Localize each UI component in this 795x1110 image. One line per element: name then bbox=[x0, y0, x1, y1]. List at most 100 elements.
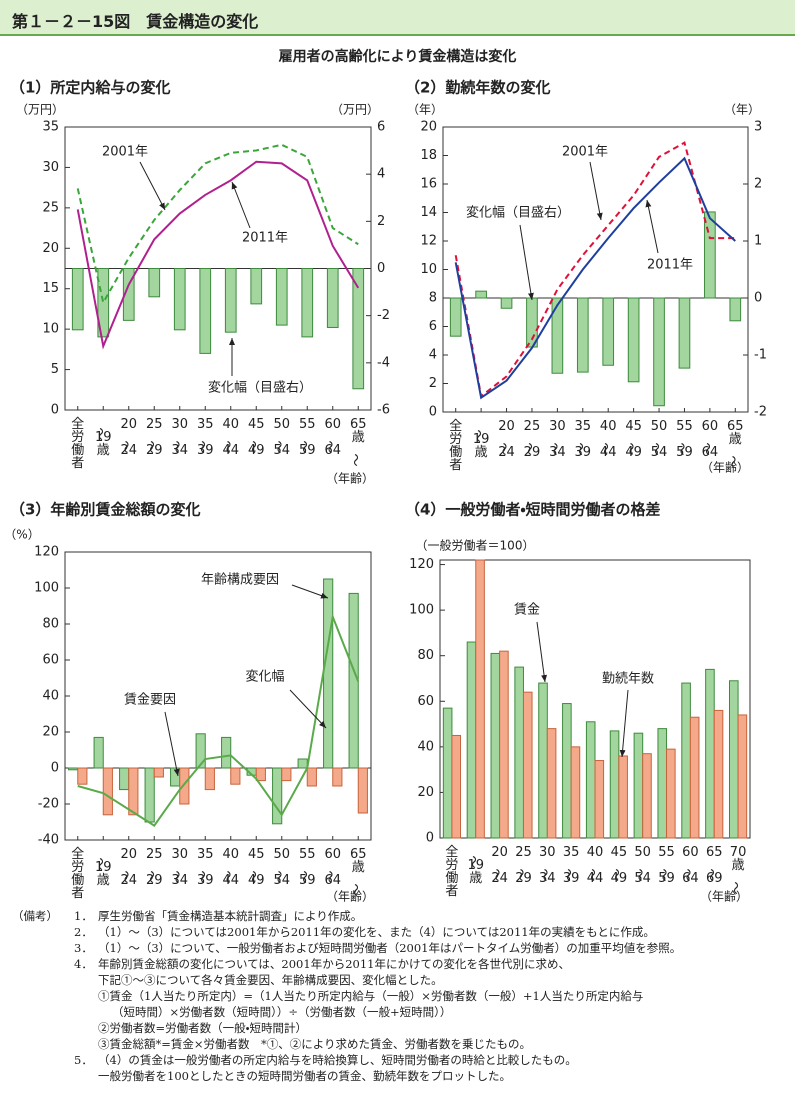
y2-tick-label: 0 bbox=[754, 291, 762, 306]
bar bbox=[576, 297, 589, 373]
annotation-arrow bbox=[164, 711, 180, 777]
x-tick-label: 30 〜34 bbox=[169, 847, 188, 888]
x-tick-label: 40 〜44 bbox=[220, 417, 239, 458]
bar bbox=[475, 290, 487, 299]
y-tick-label: 40 bbox=[417, 739, 434, 754]
y2-tick-label: 6 bbox=[377, 120, 385, 135]
bar bbox=[221, 736, 232, 769]
note-line: ①賃金（1人当たり所定内）=（1人当たり所定内給与（一般）×労働者数（一般）+1… bbox=[98, 989, 644, 1003]
note-line: （4）の賃金は一般労働者の所定内給与を時給換算し、短時間労働者の時給と比較したも… bbox=[98, 1053, 577, 1067]
y2-axis-label: （万円） bbox=[331, 103, 379, 117]
note-number: 3． bbox=[74, 941, 93, 955]
x-tick-label: 55 〜59 bbox=[656, 845, 675, 886]
bar bbox=[281, 767, 292, 782]
bar bbox=[594, 760, 605, 839]
x-tick-label: 25 〜29 bbox=[144, 847, 163, 888]
line bbox=[76, 160, 360, 350]
bar bbox=[179, 767, 190, 805]
x-tick-label: 〜19 歳 bbox=[465, 856, 484, 886]
x-tick-label: 65 歳〜 bbox=[348, 417, 367, 467]
x-tick-label: 30 〜34 bbox=[547, 419, 566, 460]
x-tick-label: 全労働者 bbox=[445, 845, 458, 899]
note-body: （1）〜（3）については2001年から2011年の変化を、また（4）については2… bbox=[98, 924, 655, 940]
x-tick-label: 55 〜59 bbox=[297, 847, 316, 888]
y2-tick-label: 4 bbox=[377, 167, 385, 182]
figure-subtitle: 雇用者の高齢化により賃金構造は変化 bbox=[278, 49, 517, 65]
line bbox=[77, 613, 360, 827]
bar bbox=[68, 767, 79, 771]
y-tick-label: 20 bbox=[420, 120, 437, 135]
bar bbox=[642, 753, 652, 839]
annotation-arrow bbox=[519, 224, 534, 301]
y-tick-label: 6 bbox=[429, 319, 437, 334]
x-tick-label: 45 〜49 bbox=[623, 419, 642, 460]
note-line: 年齢別賃金総額の変化については、2001年から2011年にかけての変化を各世代別… bbox=[98, 957, 570, 971]
x-tick-label: 60 〜64 bbox=[322, 417, 341, 458]
bar bbox=[332, 767, 343, 787]
bar bbox=[153, 767, 164, 778]
y-tick-label: 120 bbox=[409, 557, 434, 572]
bar bbox=[144, 767, 155, 823]
bar bbox=[653, 297, 665, 407]
x-tick-label: 60 〜64 bbox=[699, 419, 718, 460]
bar bbox=[499, 650, 509, 839]
y-tick-label: 20 bbox=[417, 785, 434, 800]
bar bbox=[119, 767, 130, 791]
note-line: ③賃金総額*=賃金×労働者数 *①、②により求めた賃金、労働者数を乗じたもの。 bbox=[98, 1037, 532, 1051]
bar bbox=[323, 578, 334, 769]
note-number: 4． bbox=[74, 957, 93, 971]
note-line: ②労働者数=労働者数（一般・短時間計） bbox=[98, 1021, 308, 1035]
y-tick-label: 10 bbox=[42, 322, 59, 337]
x-tick-label: 全労働者 bbox=[71, 417, 84, 471]
y-tick-label: 0 bbox=[51, 761, 59, 776]
bar bbox=[490, 652, 501, 839]
x-tick-label: 60 〜64 bbox=[680, 845, 699, 886]
y2-tick-label: -6 bbox=[377, 403, 390, 418]
x-tick-label: 30 〜34 bbox=[537, 845, 556, 886]
y-tick-label: 14 bbox=[420, 205, 437, 220]
x-tick-label: 20 〜24 bbox=[496, 419, 515, 460]
note-spacer bbox=[12, 924, 74, 940]
y2-tick-label: -2 bbox=[754, 405, 767, 420]
x-tick-label: 35 〜39 bbox=[195, 417, 214, 458]
y-tick-label: 18 bbox=[420, 148, 437, 163]
y-tick-label: 40 bbox=[42, 689, 59, 704]
x-tick-label: 20 〜24 bbox=[489, 845, 508, 886]
bar bbox=[297, 758, 308, 769]
bar bbox=[633, 732, 644, 839]
bar bbox=[678, 297, 691, 369]
x-tick-label: 70 歳〜 bbox=[728, 845, 747, 895]
bar bbox=[442, 707, 453, 839]
x-tick-label: 20 〜24 bbox=[118, 847, 137, 888]
note-row: 3． （1）〜（3）について、一般労働者および短時間労働者（2001年はパートタイ… bbox=[12, 940, 787, 956]
y-tick-label: 10 bbox=[420, 262, 437, 277]
bar bbox=[230, 767, 241, 785]
y-tick-label: 20 bbox=[42, 241, 59, 256]
annotation-arrow bbox=[589, 161, 603, 221]
x-tick-label: 〜19 歳 bbox=[471, 430, 490, 460]
x-tick-label: 50 〜54 bbox=[271, 847, 290, 888]
note-body: （4）の賃金は一般労働者の所定内給与を時給換算し、短時間労働者の時給と比較したも… bbox=[98, 1052, 577, 1084]
note-line: 厚生労働省「賃金構造基本統計調査」により作成。 bbox=[98, 909, 363, 923]
y-tick-label: 20 bbox=[42, 725, 59, 740]
bar bbox=[326, 268, 339, 328]
note-number: 5． bbox=[74, 1053, 93, 1067]
y-tick-label: 0 bbox=[429, 405, 437, 420]
bar bbox=[71, 268, 84, 331]
bar bbox=[618, 755, 628, 839]
note-row: 4． 年齢別賃金総額の変化については、2001年から2011年にかけての変化を各世… bbox=[12, 956, 787, 1052]
note-number: 2． bbox=[74, 925, 93, 939]
x-tick-label: 50 〜54 bbox=[271, 417, 290, 458]
annotation: 賃金要因 bbox=[124, 693, 176, 708]
bar bbox=[538, 682, 548, 839]
bar bbox=[255, 767, 266, 782]
annotation-arrow bbox=[231, 181, 251, 229]
note-line: 下記①〜③について各々賃金要因、年齢構成要因、変化幅とした。 bbox=[98, 973, 443, 987]
bar bbox=[522, 691, 533, 839]
annotation: 2001年 bbox=[102, 145, 148, 160]
x-tick-label: 35 〜39 bbox=[561, 845, 580, 886]
x-tick-label: 50 〜54 bbox=[632, 845, 651, 886]
x-axis-label: （年齢） bbox=[701, 461, 749, 475]
y2-tick-label: 0 bbox=[377, 261, 385, 276]
y-tick-label: 8 bbox=[429, 291, 437, 306]
